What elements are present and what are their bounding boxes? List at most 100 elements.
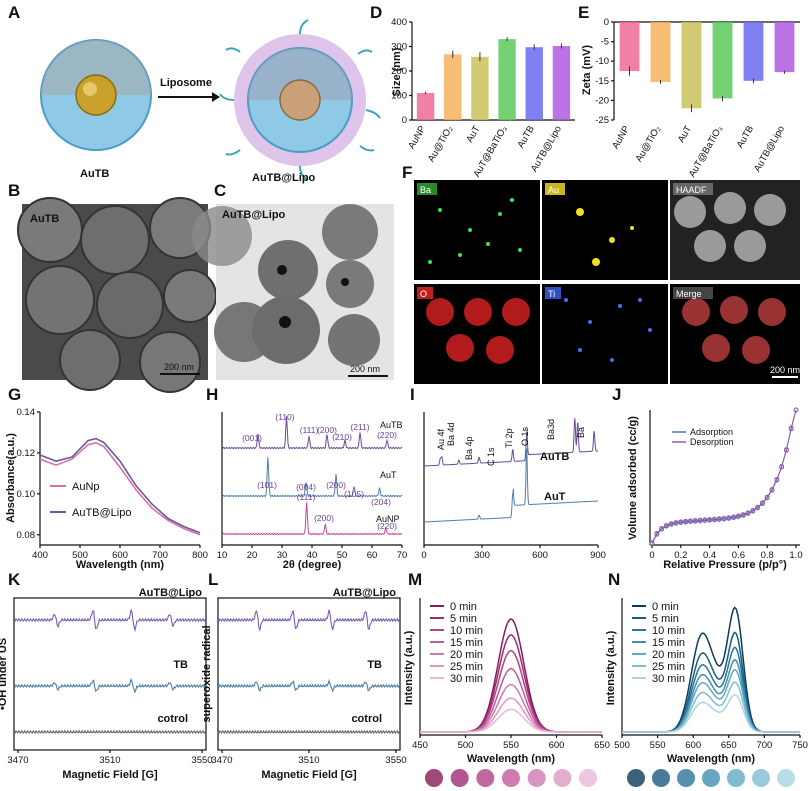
chart-n-ylabel: Intensity (a.u.)	[605, 630, 617, 705]
chart-m-ylabel: Intensity (a.u.)	[403, 630, 415, 705]
chart-h-peak-label: (200)	[314, 513, 334, 523]
chart-n-legend-label: 0 min	[652, 601, 679, 613]
chart-h-peak-label: (110)	[275, 412, 294, 422]
chart-g-ylabel: Absorbance(a.u.)	[5, 433, 17, 523]
chart-m-sample-vial	[450, 769, 469, 787]
chart-i-series-label: AuT	[544, 491, 566, 503]
chart-g-legend-label: AuNp	[72, 481, 100, 493]
chart-g-xtick-label: 400	[32, 550, 48, 561]
chart-m-xlabel: Wavelength (nm)	[467, 753, 556, 765]
eds-label-au: Au	[548, 185, 559, 195]
chart-j-legend-label: Adsorption	[690, 427, 733, 437]
chart-i-peak-label: Ba3d	[546, 419, 556, 440]
chart-d-ytick-label: 400	[391, 17, 407, 28]
chart-d-bar	[498, 39, 516, 120]
chart-e-ytick-label: 0	[604, 17, 609, 28]
chart-g-absorbance: 400 500 600 700 800 0.08 0.10 0.12 0.14 Wavelengt…	[5, 407, 208, 571]
chart-e-bar	[681, 22, 702, 109]
chart-j-point	[659, 525, 665, 531]
chart-e-category-label: AuT	[676, 124, 694, 145]
chart-d-ytick-label: 100	[391, 91, 407, 102]
chart-h-series-label: AuT	[380, 470, 397, 480]
chart-m-series-line	[420, 633, 602, 733]
chart-i-peak-label: Ti 2p	[504, 428, 514, 448]
chart-g-ytick-label: 0.14	[17, 407, 36, 418]
chart-n-xtick-label: 700	[756, 740, 772, 751]
tem-image-b	[17, 197, 217, 393]
chart-h-trace-aut	[221, 457, 403, 498]
chart-n-legend-label: 30 min	[652, 673, 685, 685]
chart-e-ytick-label: -15	[595, 76, 609, 87]
chart-h-peak-label: (220)	[377, 430, 397, 440]
chart-j-point	[759, 500, 765, 506]
chart-h-xlabel: 2θ (degree)	[283, 559, 342, 571]
chart-n-legend-label: 25 min	[652, 661, 685, 673]
chart-n-xtick-label: 500	[614, 740, 630, 751]
chart-h-peak-label: (001)	[242, 433, 262, 443]
panel-letter-n: N	[608, 570, 620, 589]
tem-c-scale-label: 200 nm	[350, 364, 380, 374]
chart-n-legend-label: 5 min	[652, 613, 679, 625]
chart-l-xtick-label: 3550	[385, 755, 406, 766]
chart-i-xtick-label: 600	[532, 550, 548, 561]
chart-d-bar	[444, 54, 462, 121]
panel-letter-l: L	[208, 570, 218, 589]
panel-letter-e: E	[578, 3, 589, 22]
chart-e-category-label: Au@TiO₂	[634, 124, 664, 164]
chart-e-category-label: AuNP	[610, 124, 632, 151]
chart-n-xtick-label: 750	[792, 740, 808, 751]
panel-letter-f: F	[402, 163, 412, 182]
chart-g-xtick-label: 600	[112, 550, 128, 561]
panel-letter-c: C	[214, 181, 226, 200]
chart-d-bar	[552, 46, 571, 121]
chart-h-xrd: 10 20 30 40 50 60 70 2θ (degree) AuTB AuT AuNP (001…	[217, 412, 408, 571]
chart-d-bar	[525, 47, 543, 120]
chart-j-point	[755, 504, 761, 510]
chart-m-xtick-label: 650	[594, 740, 610, 751]
chart-j-point	[774, 476, 780, 482]
chart-j-xlabel: Relative Pressure (p/p°)	[663, 559, 787, 571]
chart-d-category-label: AuTB	[515, 124, 536, 150]
chart-h-series-label: AuTB	[380, 420, 403, 430]
chart-j-xtick-label: 0.2	[674, 550, 687, 561]
tem-b-label: AuTB	[30, 213, 59, 225]
chart-i-xtick-label: 0	[421, 550, 426, 561]
chart-e-ytick-label: -10	[595, 56, 609, 67]
chart-e-ytick-label: -25	[595, 115, 609, 126]
schematic-left-label: AuTB	[80, 168, 109, 180]
chart-h-peak-label: (111)	[300, 425, 319, 435]
chart-h-xtick-label: 70	[397, 550, 408, 561]
chart-d-ytick-label: 200	[391, 66, 407, 77]
eds-label-merge: Merge	[676, 289, 702, 299]
eds-scale-label: 200 nm	[770, 365, 800, 375]
chart-n-sample-vial	[727, 769, 745, 787]
chart-e-ytick-label: -20	[595, 95, 609, 106]
panel-letter-b: B	[8, 181, 20, 200]
chart-i-trace	[424, 448, 598, 523]
chart-m-xtick-label: 600	[549, 740, 565, 751]
chart-n-sample-vial	[677, 769, 695, 787]
chart-d-bar	[471, 56, 489, 120]
chart-m-legend-label: 5 min	[450, 613, 477, 625]
chart-m-xtick-label: 450	[412, 740, 428, 751]
chart-h-trace-aunp	[221, 502, 403, 536]
chart-k-xtick-label: 3550	[191, 755, 212, 766]
chart-h-xtick-label: 30	[277, 550, 288, 561]
chart-k-series-label: AuTB@Lipo	[139, 587, 203, 599]
chart-h-trace-autb	[221, 416, 403, 450]
chart-h-xtick-label: 40	[307, 550, 318, 561]
chart-j-ylabel: Volume adsorbed (cc/g)	[627, 416, 639, 540]
chart-j-point	[663, 522, 669, 528]
chart-e-ylabel: Zeta (mV)	[581, 45, 593, 95]
chart-d-category-label: AuT	[464, 124, 482, 145]
panel-letter-m: M	[408, 570, 422, 589]
chart-m-series-line	[420, 667, 602, 733]
chart-j-point	[793, 407, 799, 413]
schematic-right-label: AuTB@Lipo	[252, 172, 316, 184]
chart-j-xtick-label: 0.6	[732, 550, 745, 561]
chart-m-xtick-label: 500	[458, 740, 474, 751]
chart-e-category-label: AuT@BaTiO₃	[687, 124, 725, 179]
eds-label-haadf: HAADF	[676, 185, 707, 195]
